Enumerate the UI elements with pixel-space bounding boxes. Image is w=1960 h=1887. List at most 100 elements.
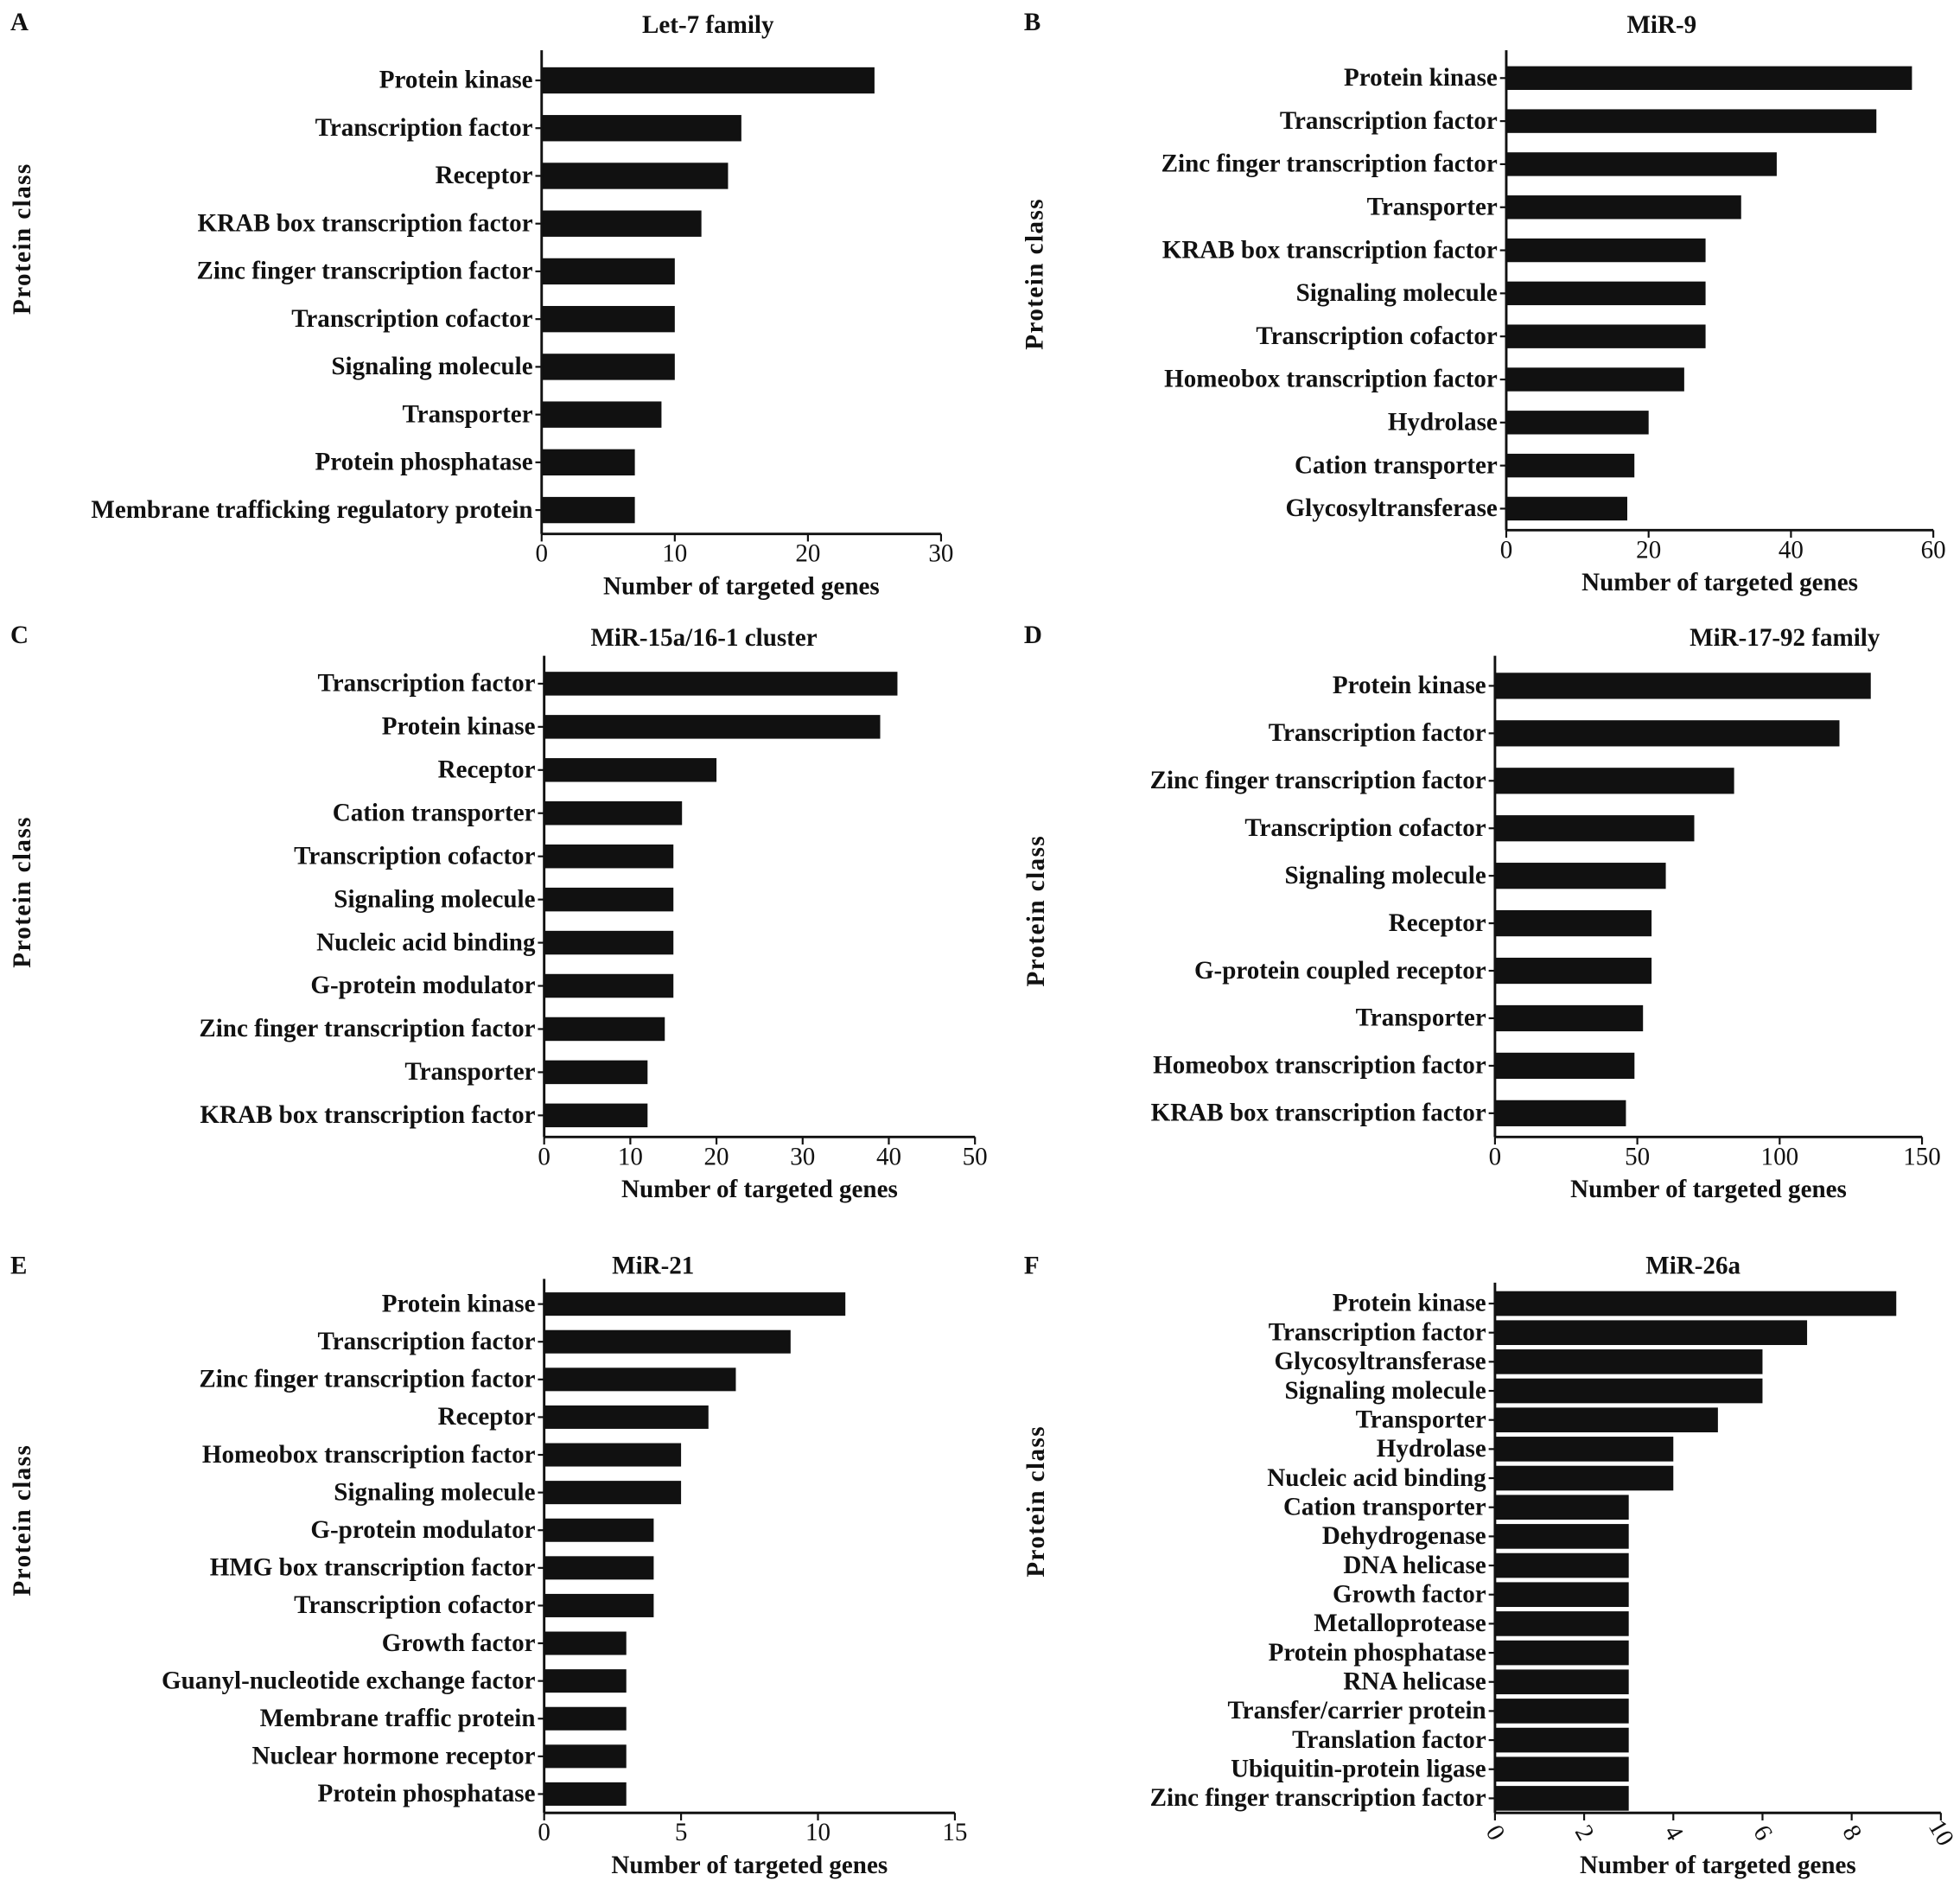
x-tick-label: 10 [618, 1143, 643, 1170]
category-label: Receptor [436, 162, 533, 189]
bar [1494, 1552, 1629, 1578]
x-tick-label: 10 [662, 540, 687, 568]
x-axis-label: Number of targeted genes [621, 1176, 898, 1203]
bar [1505, 324, 1706, 348]
category-label: DNA helicase [1343, 1552, 1486, 1579]
category-label: Glycosyltransferase [1274, 1348, 1486, 1375]
bar [544, 844, 674, 869]
category-label: Membrane trafficking regulatory protein [91, 496, 532, 524]
bar [541, 449, 635, 476]
category-label: Transcription factor [315, 114, 533, 142]
bar [1494, 957, 1652, 985]
x-tick-label: 50 [1625, 1143, 1650, 1170]
bar [544, 1631, 627, 1655]
category-label: Signaling molecule [334, 885, 535, 913]
chart-title: MiR-9 [1626, 11, 1696, 39]
x-tick-label: 10 [1923, 1815, 1959, 1851]
category-label: KRAB box transcription factor [198, 209, 533, 237]
bar [1494, 1100, 1626, 1126]
bar [541, 496, 635, 524]
bar [1494, 1320, 1808, 1345]
bar [544, 1405, 709, 1429]
x-tick-label: 20 [795, 540, 820, 568]
bar [544, 715, 881, 739]
category-label: G-protein modulator [310, 1516, 535, 1544]
bar [544, 930, 674, 955]
x-tick-label: 4 [1658, 1820, 1689, 1846]
category-label: Metalloprotease [1314, 1610, 1486, 1637]
category-label: Transcription cofactor [1256, 322, 1497, 350]
panel-letter: C [10, 622, 29, 649]
bar [1494, 909, 1652, 937]
bar [1505, 238, 1706, 263]
bar [544, 1367, 736, 1392]
bar [1494, 1465, 1674, 1491]
category-label: Glycosyltransferase [1286, 494, 1498, 522]
x-tick-label: 20 [704, 1143, 729, 1170]
bar [1494, 1524, 1629, 1549]
category-label: Nucleic acid binding [316, 928, 536, 956]
category-label: Transcription cofactor [291, 305, 532, 333]
bar [1505, 109, 1877, 133]
x-tick-label: 0 [538, 1819, 550, 1846]
bar [544, 1443, 682, 1467]
bar [1494, 1582, 1629, 1608]
panel-letter: B [1024, 9, 1040, 36]
category-label: Protein kinase [1344, 64, 1498, 92]
bar [541, 401, 662, 428]
category-label: Transfer/carrier protein [1227, 1697, 1486, 1724]
x-axis-label: Number of targeted genes [1581, 569, 1858, 596]
category-label: Transcription factor [1269, 719, 1486, 747]
x-axis-label: Number of targeted genes [603, 572, 880, 600]
bar [1494, 1669, 1629, 1695]
chart-title: MiR-15a/16-1 cluster [590, 624, 817, 652]
category-label: Cation transporter [1295, 451, 1498, 479]
x-tick-label: 2 [1569, 1820, 1600, 1846]
bar [1494, 1611, 1629, 1636]
category-label: Dehydrogenase [1322, 1522, 1486, 1550]
bar [541, 67, 875, 94]
bar [544, 672, 898, 696]
bar [544, 801, 683, 826]
bar [541, 115, 741, 142]
y-axis-label: Protein class [9, 1444, 36, 1597]
bar [1494, 1378, 1763, 1404]
category-label: Protein kinase [379, 67, 533, 94]
category-label: Nucleic acid binding [1267, 1464, 1486, 1492]
category-label: Signaling molecule [1285, 862, 1486, 889]
category-label: KRAB box transcription factor [1151, 1100, 1486, 1127]
category-label: Protein phosphatase [1269, 1639, 1486, 1667]
category-label: Protein kinase [1333, 1290, 1486, 1317]
chart-title: Let-7 family [642, 11, 774, 39]
category-label: Signaling molecule [331, 353, 532, 380]
bar [1494, 1640, 1629, 1666]
category-label: Transcription factor [1269, 1318, 1486, 1346]
bar [1505, 66, 1912, 91]
bar [1494, 863, 1666, 889]
category-label: Transcription factor [318, 1328, 536, 1355]
bar [544, 1556, 654, 1580]
category-label: RNA helicase [1343, 1667, 1486, 1695]
bar [1494, 1052, 1635, 1080]
bar [544, 1292, 846, 1316]
x-axis-label: Number of targeted genes [1570, 1176, 1847, 1203]
bar [1494, 1349, 1763, 1374]
bar [544, 1103, 648, 1128]
y-axis-label: Protein class [9, 163, 36, 315]
bar [541, 305, 675, 333]
bar [1505, 411, 1649, 435]
x-tick-label: 5 [675, 1819, 688, 1846]
category-label: Transporter [1356, 1406, 1486, 1433]
x-tick-label: 100 [1761, 1143, 1799, 1170]
bar [1505, 281, 1706, 306]
x-tick-label: 0 [538, 1143, 550, 1170]
category-label: KRAB box transcription factor [1162, 236, 1498, 264]
x-tick-label: 60 [1921, 536, 1946, 564]
category-label: Translation factor [1292, 1726, 1486, 1754]
bar [541, 354, 675, 380]
category-label: Transcription factor [1280, 107, 1498, 135]
category-label: Receptor [1389, 909, 1486, 937]
chart-title: MiR-17-92 family [1690, 624, 1880, 652]
category-label: HMG box transcription factor [210, 1554, 536, 1582]
